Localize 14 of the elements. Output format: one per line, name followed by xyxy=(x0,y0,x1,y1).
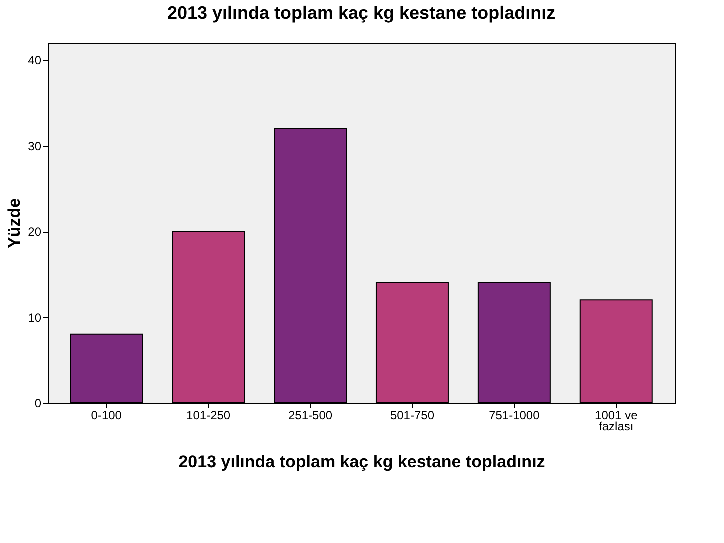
chart-title: 2013 yılında toplam kaç kg kestane topladınız xyxy=(167,3,556,23)
x-tick-label: 0-100 xyxy=(91,408,122,422)
x-tick-label: 501-750 xyxy=(390,408,435,422)
x-tick-label: 251-500 xyxy=(288,408,333,422)
x-tick-label: 1001 ve fazlası xyxy=(595,408,638,434)
y-tick-label: 10 xyxy=(28,310,42,325)
y-tick-label: 40 xyxy=(28,54,42,68)
y-tick-label: 0 xyxy=(34,396,42,410)
x-tick-label: 751-1000 xyxy=(489,408,540,422)
x-axis-title: 2013 yılında toplam kaç kg kestane topladınız xyxy=(178,452,546,472)
x-tick-label: 101-250 xyxy=(186,408,231,422)
y-tick-label: 30 xyxy=(28,139,42,154)
y-tick-label: 20 xyxy=(28,225,42,240)
y-axis-title: Yüzde xyxy=(5,198,24,249)
